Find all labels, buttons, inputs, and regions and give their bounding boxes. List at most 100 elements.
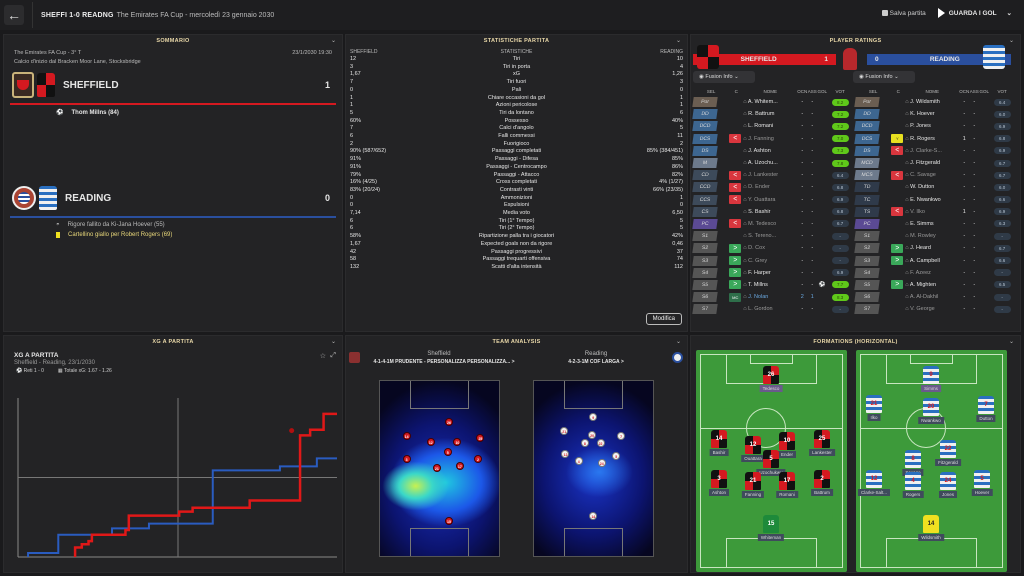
column-header[interactable]: OCN bbox=[959, 89, 970, 94]
player-position-dot[interactable]: 26 bbox=[444, 418, 453, 427]
player-name[interactable]: T. Millns bbox=[748, 281, 768, 288]
player-kit[interactable]: 9 bbox=[923, 366, 939, 384]
player-row[interactable]: S3 > ⌂ A. Campbell - - 6.6 bbox=[854, 254, 1015, 266]
player-row[interactable]: DCS Y ⌂ R. Rogers 1- 6.8 bbox=[854, 133, 1015, 145]
player-position-dot[interactable]: 5 bbox=[612, 451, 621, 460]
player-row[interactable]: DCD ⌂ L. Romani - - 7.2 bbox=[692, 120, 853, 132]
chevron-down-icon[interactable]: ⌄ bbox=[1008, 339, 1014, 345]
player-row[interactable]: MCD ⌂ J. Fitzgerald - - 6.7 bbox=[854, 157, 1015, 169]
player-name[interactable]: W. Dutton bbox=[910, 184, 935, 191]
player-row[interactable]: DCS < ⌂ J. Fanning - - 7.0 bbox=[692, 133, 853, 145]
player-name[interactable]: J. Ashton bbox=[748, 147, 771, 154]
player-kit[interactable]: 26 bbox=[763, 366, 779, 384]
player-row[interactable]: S4 ⌂ F. Azeez - - - bbox=[854, 267, 1015, 279]
player-kit[interactable]: 17 bbox=[779, 472, 795, 490]
player-row[interactable]: S1 ⌂ S. Tereno... - - - bbox=[692, 230, 853, 242]
player-kit[interactable]: 14 bbox=[711, 430, 727, 448]
player-position-dot[interactable]: 14 bbox=[402, 432, 411, 441]
player-name[interactable]: K. Hoever bbox=[910, 111, 935, 118]
player-kit[interactable]: 5 bbox=[974, 470, 990, 488]
column-header[interactable]: NOME bbox=[925, 89, 940, 94]
player-position-dot[interactable]: 12 bbox=[561, 450, 570, 459]
player-kit[interactable]: 22 bbox=[940, 440, 956, 458]
chevron-down-icon[interactable]: ⌄ bbox=[330, 38, 336, 44]
player-position-dot[interactable]: 14 bbox=[589, 511, 598, 520]
player-name[interactable]: R. Battrum bbox=[748, 111, 775, 118]
player-kit[interactable]: 21 bbox=[745, 472, 761, 490]
player-row[interactable]: DD ⌂ K. Hoever - - 6.0 bbox=[854, 108, 1015, 120]
player-name[interactable]: F. Azeez bbox=[910, 269, 931, 276]
watch-goals-button[interactable]: GUARDA I GOL ⌄ bbox=[937, 8, 1012, 18]
player-name[interactable]: J. Heard bbox=[910, 245, 931, 252]
player-position-dot[interactable]: 20 bbox=[588, 430, 597, 439]
player-name[interactable]: C. Grey bbox=[748, 257, 768, 264]
player-name[interactable]: D. Cox bbox=[748, 245, 765, 252]
player-name[interactable]: M. Rowley bbox=[910, 233, 936, 240]
player-position-dot[interactable]: 8 bbox=[580, 439, 589, 448]
player-name[interactable]: J. Fitzgerald bbox=[910, 160, 941, 167]
player-name[interactable]: J. Fanning bbox=[748, 135, 774, 142]
player-row[interactable]: S4 > ⌂ F. Harper - - 6.9 bbox=[692, 267, 853, 279]
player-name[interactable]: S. Bashir bbox=[748, 208, 771, 215]
chevron-down-icon[interactable]: ⌄ bbox=[1008, 38, 1014, 44]
column-header[interactable]: NOME bbox=[763, 89, 778, 94]
player-position-dot[interactable]: 7 bbox=[617, 432, 626, 441]
player-row[interactable]: S1 ⌂ M. Rowley - - - bbox=[854, 230, 1015, 242]
away-tactic-link[interactable]: 4-2-3-1M COF LARGA > bbox=[568, 359, 624, 365]
player-row[interactable]: Por ⌂ J. Wildsmith - - 6.4 bbox=[854, 96, 1015, 108]
player-name[interactable]: A. Uzochu... bbox=[747, 160, 778, 167]
edit-button[interactable]: Modifica bbox=[645, 313, 682, 325]
player-name[interactable]: P. Jones bbox=[910, 123, 931, 130]
player-row[interactable]: DS ⌂ J. Ashton - - 7.3 bbox=[692, 145, 853, 157]
player-kit[interactable]: 5 bbox=[763, 450, 779, 468]
player-name[interactable]: V. George bbox=[910, 306, 935, 313]
chevron-down-icon[interactable]: ⌄ bbox=[675, 339, 681, 345]
player-row[interactable]: CD < ⌂ J. Lankester - - 6.4 bbox=[692, 169, 853, 181]
player-row[interactable]: TS < ⌂ V. Ilko 1- 6.9 bbox=[854, 206, 1015, 218]
home-tactic-link[interactable]: 4-1-4-1M PRUDENTE - PERSONALIZZA PERSONA… bbox=[373, 359, 515, 365]
chevron-down-icon[interactable]: ⌄ bbox=[330, 339, 336, 345]
player-row[interactable]: DD ⌂ R. Battrum - - 7.2 bbox=[692, 108, 853, 120]
player-position-dot[interactable]: 17 bbox=[455, 462, 464, 471]
player-kit[interactable]: 21 bbox=[866, 395, 882, 413]
player-name[interactable]: A. Mighten bbox=[909, 281, 937, 288]
player-position-dot[interactable]: 2 bbox=[474, 455, 482, 464]
away-fusion-info-dropdown[interactable]: ◉ Fusion Info ⌄ bbox=[853, 71, 915, 83]
player-name[interactable]: A. Al-Dakhil bbox=[909, 294, 939, 301]
player-row[interactable]: TD ⌂ W. Dutton - - 6.0 bbox=[854, 181, 1015, 193]
player-row[interactable]: DCD ⌂ P. Jones - - 6.9 bbox=[854, 120, 1015, 132]
player-position-dot[interactable]: 4 bbox=[574, 457, 583, 466]
back-button[interactable]: ← bbox=[4, 5, 24, 25]
player-row[interactable]: S5 > ⌂ A. Mighten - - 6.5 bbox=[854, 279, 1015, 291]
column-header[interactable]: VOT bbox=[997, 89, 1007, 94]
player-kit[interactable]: 15 bbox=[763, 515, 779, 533]
player-kit[interactable]: 12 bbox=[866, 470, 882, 488]
player-name[interactable]: E. Simms bbox=[910, 220, 934, 227]
player-name[interactable]: J. Clarke-S... bbox=[910, 147, 942, 154]
player-kit[interactable]: 7 bbox=[978, 396, 994, 414]
player-row[interactable]: DS < ⌂ J. Clarke-S... - - 6.9 bbox=[854, 145, 1015, 157]
column-header[interactable]: GOL bbox=[979, 89, 990, 94]
player-kit[interactable]: 25 bbox=[814, 430, 830, 448]
player-kit[interactable]: 14 bbox=[923, 515, 939, 533]
player-name[interactable]: M. Tedesco bbox=[748, 220, 777, 227]
player-name[interactable]: A. Campbell bbox=[909, 257, 940, 264]
player-position-dot[interactable]: 12 bbox=[426, 437, 435, 446]
column-header[interactable]: GOL bbox=[817, 89, 828, 94]
player-row[interactable]: CS ⌂ S. Bashir - - 6.8 bbox=[692, 206, 853, 218]
column-header[interactable]: ASS bbox=[969, 89, 979, 94]
chevron-down-icon[interactable]: ⌄ bbox=[675, 38, 681, 44]
player-position-dot[interactable]: 15 bbox=[444, 517, 453, 526]
player-position-dot[interactable]: 22 bbox=[596, 439, 605, 448]
player-name[interactable]: J. Lankester bbox=[748, 172, 779, 179]
player-row[interactable]: S2 > ⌂ J. Heard - - 6.7 bbox=[854, 242, 1015, 254]
player-kit[interactable]: 12 bbox=[745, 436, 761, 454]
player-kit[interactable]: 4 bbox=[905, 472, 921, 490]
player-name[interactable]: R. Rogers bbox=[910, 135, 935, 142]
player-kit[interactable]: 8 bbox=[905, 450, 921, 468]
player-name[interactable]: S. Tereno... bbox=[748, 233, 777, 240]
player-name[interactable]: V. Ilko bbox=[910, 208, 925, 215]
player-name[interactable]: C. Savage bbox=[910, 172, 936, 179]
player-name[interactable]: L. Romani bbox=[748, 123, 774, 130]
column-header[interactable]: ASS bbox=[807, 89, 817, 94]
